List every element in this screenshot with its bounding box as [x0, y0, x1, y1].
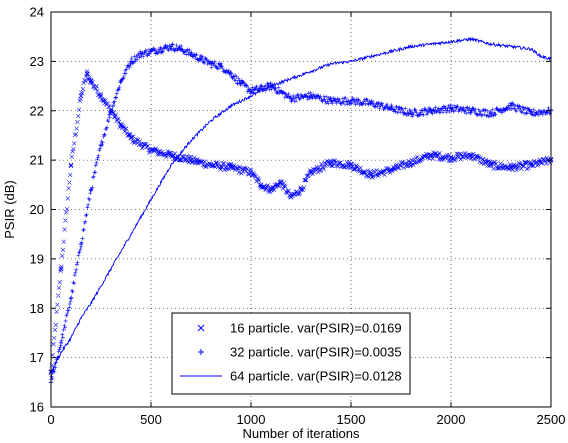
series-2-point [98, 143, 104, 148]
series-1-point [68, 162, 74, 168]
series-2-point [68, 296, 74, 301]
axis-ticks: 0 500 1000 1500 2000 2500 16 17 18 19 20 21 22 23 24 [30, 5, 566, 428]
x-tick-label: 1000 [237, 412, 266, 427]
y-tick-label: 16 [30, 400, 44, 415]
x-tick-label: 2500 [537, 412, 566, 427]
y-tick-label: 24 [30, 5, 44, 20]
legend-entry-label: 16 particle. var(PSIR)=0.0169 [230, 321, 402, 336]
x-tick-label: 0 [47, 412, 54, 427]
y-tick-label: 20 [30, 202, 44, 217]
series-2-point [488, 111, 494, 116]
series-1 [48, 69, 554, 375]
x-tick-label: 2000 [437, 412, 466, 427]
x-tick-label: 500 [140, 412, 162, 427]
series-3 [50, 36, 552, 374]
series-1-point [84, 71, 90, 77]
legend-box [171, 312, 411, 395]
y-tick-label: 22 [30, 103, 44, 118]
legend-marker-swatch [197, 324, 205, 332]
legend-marker-swatch [198, 349, 204, 355]
y-tick-label: 17 [30, 350, 44, 365]
y-tick-label: 19 [30, 251, 44, 266]
series-3-line [50, 36, 552, 373]
series-1-point [58, 266, 64, 272]
legend-entry-label: 64 particle. var(PSIR)=0.0128 [230, 369, 402, 384]
y-axis-label: PSIR (dB) [2, 180, 17, 239]
y-tick-label: 21 [30, 153, 44, 168]
x-axis-label: Number of iterations [242, 426, 360, 441]
grid-lines [51, 12, 551, 407]
legend-entry-label: 32 particle. var(PSIR)=0.0035 [230, 345, 402, 360]
y-tick-label: 18 [30, 301, 44, 316]
y-tick-label: 23 [30, 54, 44, 69]
x-tick-label: 1500 [337, 412, 366, 427]
legend: 16 particle. var(PSIR)=0.0169 32 particle… [171, 312, 411, 395]
